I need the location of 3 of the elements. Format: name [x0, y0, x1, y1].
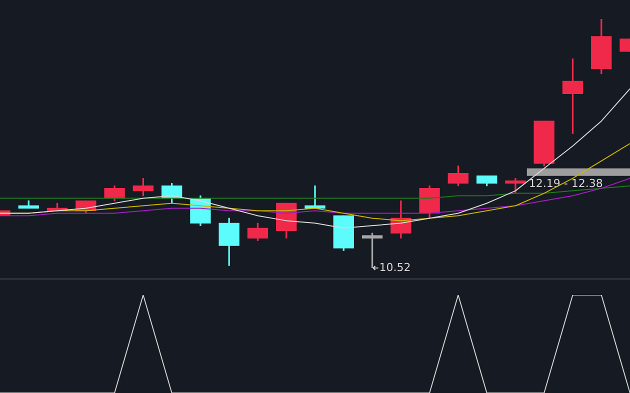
annotation: 10.52 [379, 260, 411, 274]
band-label: 12.19 - 12.38 [528, 177, 603, 190]
candlestick [304, 186, 326, 209]
